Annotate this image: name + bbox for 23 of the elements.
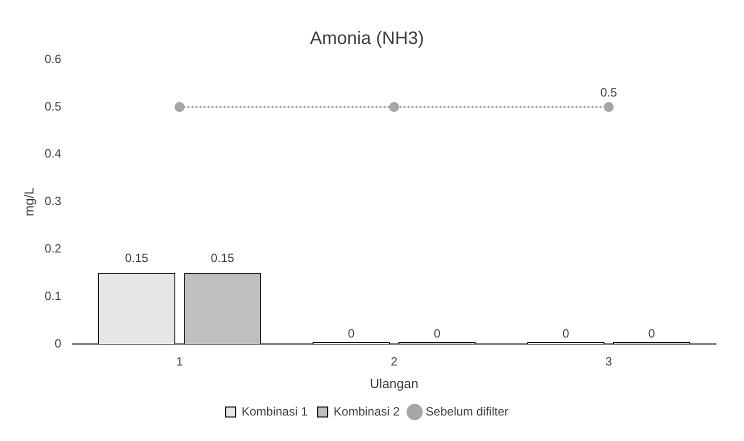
x-tick-label: 3 [605,354,612,369]
legend-label: Kombinasi 1 [242,404,308,418]
data-label: 0 [348,326,355,340]
data-label: 0 [648,326,656,340]
x-tick-label: 2 [390,354,398,369]
y-tick-label: 0.2 [44,242,62,256]
data-label: 0 [434,326,441,340]
legend-label: Kombinasi 2 [334,404,400,418]
x-axis-title: Ulangan [370,376,418,391]
y-tick-label: 0.5 [44,99,62,114]
chart-title: Amonia (NH3) [310,28,424,48]
data-label: 0 [562,326,570,340]
y-tick-label: 0.4 [44,146,62,161]
y-tick-label: 0.1 [44,288,62,303]
y-axis-title: mg/L [21,187,36,216]
y-tick-label: 0 [54,336,62,350]
data-label: 0.15 [210,251,234,266]
data-label: 0.5 [600,85,618,100]
y-tick-label: 0.6 [44,52,62,66]
legend-label: Sebelum difilter [426,404,508,418]
data-label: 0.15 [124,251,149,266]
y-tick-label: 0.3 [44,194,62,208]
x-tick-label: 1 [176,354,184,369]
